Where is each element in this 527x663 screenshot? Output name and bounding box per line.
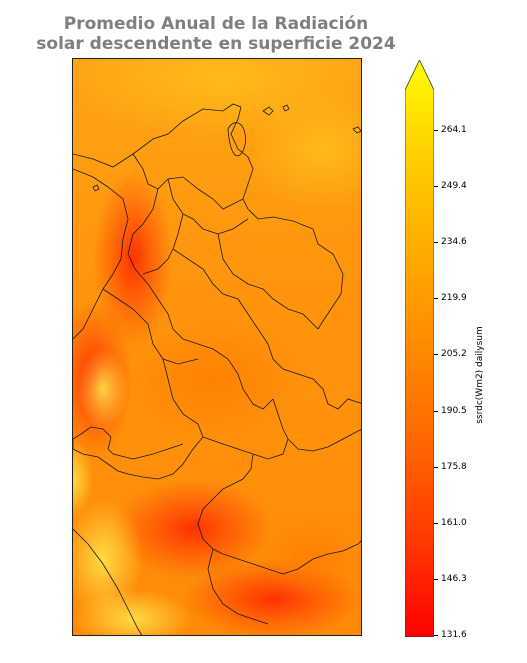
colorbar-tick-label: 175.8	[441, 461, 467, 472]
colorbar-title: ssrdc(Wm2) dailysum	[475, 326, 485, 424]
map-svg	[73, 59, 361, 635]
colorbar-tick-mark	[434, 354, 438, 356]
colorbar-tick-mark	[434, 186, 438, 188]
colorbar-tick-mark	[434, 522, 438, 524]
colorbar-tick-label: 131.6	[441, 630, 467, 640]
colorbar-tick-mark	[434, 410, 438, 412]
map-title: Promedio Anual de la Radiación solar des…	[0, 14, 432, 54]
colorbar-tick-mark	[434, 466, 438, 468]
colorbar	[405, 60, 434, 637]
colorbar-tick-mark	[434, 578, 438, 580]
colorbar-tick-mark	[434, 130, 438, 131]
colorbar-tick-label: 146.3	[441, 573, 467, 584]
colorbar-tick-label: 190.5	[441, 405, 467, 416]
colorbar-tick-label: 161.0	[441, 517, 467, 528]
colorbar-tick-label: 234.6	[441, 237, 467, 248]
colorbar-tick-label: 219.9	[441, 293, 467, 304]
radiation-map	[72, 58, 362, 636]
title-line-2: solar descendente en superficie 2024	[36, 34, 396, 54]
colorbar-tick-mark	[434, 242, 438, 244]
boundary-lines	[73, 103, 361, 635]
colorbar-tick-mark	[434, 635, 438, 636]
colorbar-gradient	[405, 60, 434, 637]
colorbar-tick-label: 264.1	[441, 125, 467, 135]
colorbar-tick-mark	[434, 298, 438, 300]
colorbar-tick-label: 249.4	[441, 181, 467, 192]
title-line-1: Promedio Anual de la Radiación	[63, 14, 369, 34]
colorbar-tick-label: 205.2	[441, 349, 467, 360]
